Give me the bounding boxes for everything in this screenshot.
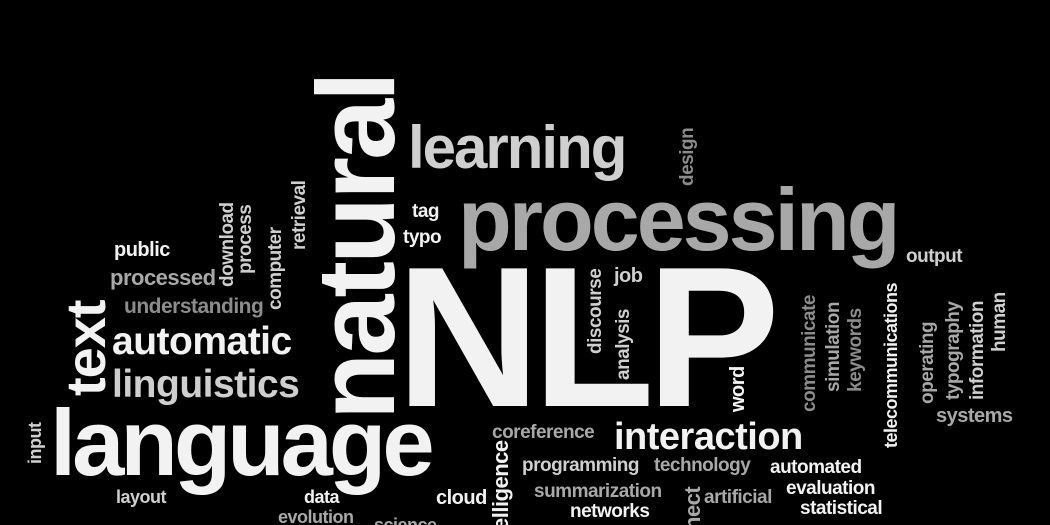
word-tag: tag [412, 201, 440, 222]
word-processing: processing [458, 170, 900, 269]
word-public: public [114, 239, 170, 261]
word-output: output [906, 246, 963, 267]
word-simulation: simulation [823, 301, 844, 392]
word-systems: systems [936, 405, 1013, 427]
word-layout: layout [116, 487, 167, 507]
word-evolution: evolution [278, 507, 354, 525]
word-intelligence: elligence [488, 440, 513, 525]
word-job: job [614, 265, 643, 287]
word-discourse: discourse [585, 268, 606, 354]
word-language: language [50, 390, 435, 495]
word-retrieval: retrieval [289, 180, 310, 250]
word-processed: processed [110, 265, 216, 290]
word-analysis: analysis [613, 309, 634, 380]
word-communicate: communicate [799, 295, 820, 412]
word-linguistics: linguistics [112, 363, 300, 406]
word-design: design [677, 127, 698, 186]
word-understanding: understanding [124, 295, 264, 318]
word-summarization: summarization [534, 481, 662, 502]
word-typo: typo [403, 227, 442, 248]
word-programming: programming [522, 455, 639, 476]
word-artificial: artificial [704, 487, 772, 508]
word-nlp: NLP [396, 226, 780, 449]
word-information: information [967, 301, 988, 400]
word-coreference: coreference [492, 422, 595, 443]
word-data: data [304, 487, 340, 507]
word-science: science [374, 515, 437, 525]
word-operating: operating [917, 321, 938, 404]
word-automatic: automatic [112, 320, 292, 363]
word-input: input [25, 422, 45, 464]
word-technology: technology [654, 455, 751, 476]
word-word: word [727, 366, 749, 412]
word-process: process [235, 204, 256, 274]
word-evaluation: evaluation [786, 478, 875, 499]
word-networks: networks [570, 501, 650, 522]
word-interaction: interaction [614, 416, 803, 458]
word-connect: nect [680, 486, 705, 525]
word-human: human [989, 292, 1010, 352]
word-keywords: keywords [845, 308, 866, 392]
word-telecommunications: telecommunications [881, 282, 901, 448]
word-computer: computer [265, 227, 286, 310]
word-statistical: statistical [800, 498, 883, 519]
word-typography: typography [943, 301, 964, 400]
word-natural: natural [295, 74, 418, 420]
word-text: text [54, 300, 117, 396]
word-automated: automated [770, 457, 862, 478]
word-learning: learning [408, 114, 627, 181]
word-cloud: cloud [436, 487, 487, 509]
